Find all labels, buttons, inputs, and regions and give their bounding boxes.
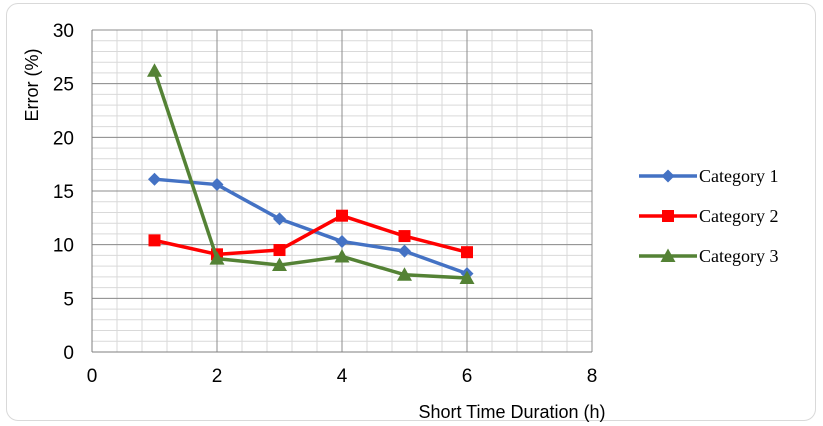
y-tick-label: 15 [53,182,74,203]
square-marker [398,230,411,243]
y-tick-label: 30 [53,21,74,42]
y-tick-label: 10 [53,236,74,257]
x-tick-label: 4 [337,366,348,387]
legend-item: Category 2 [639,206,778,226]
tick-labels: 0 2 4 6 8 0 5 10 15 20 25 30 [53,21,597,387]
legend-label: Category 2 [699,206,778,226]
diamond-marker [273,212,286,226]
series-line [154,177,468,276]
gridlines [91,29,593,353]
square-marker [662,210,674,222]
square-marker [148,234,161,247]
y-tick-label: 25 [53,75,74,96]
diamond-marker [210,178,224,192]
series-3 [147,63,475,284]
x-tick-label: 0 [87,366,98,387]
legend-item: Category 3 [639,246,778,266]
diamond-marker [148,172,161,186]
legend-item: Category 1 [639,166,778,186]
y-axis-title: Error (%) [22,49,42,122]
y-tick-label: 20 [53,128,74,149]
series-line [152,70,468,280]
axes [91,30,592,353]
legend-label: Category 3 [699,246,778,266]
x-tick-label: 8 [587,366,598,387]
diamond-marker [335,234,349,248]
square-marker [273,244,286,257]
triangle-marker [272,257,287,272]
series-line [154,213,468,257]
x-axis-title: Short Time Duration (h) [418,402,605,422]
triangle-marker [147,63,162,77]
triangle-marker [459,270,475,284]
legend: Category 1 Category 2 Category 3 [639,166,778,266]
triangle-marker [334,248,350,263]
x-tick-label: 6 [462,366,473,387]
y-tick-label: 5 [63,289,74,310]
diamond-marker [398,244,411,258]
y-tick-label: 0 [63,343,74,364]
diamond-marker [661,169,675,183]
square-marker [461,246,473,259]
legend-label: Category 1 [699,166,778,186]
x-tick-label: 2 [212,366,223,387]
triangle-marker [397,267,412,281]
square-marker [336,209,348,222]
series-1 [148,172,474,281]
triangle-marker [660,248,676,262]
series-2 [148,209,473,261]
plot-series [147,63,475,284]
triangle-marker [209,251,225,265]
